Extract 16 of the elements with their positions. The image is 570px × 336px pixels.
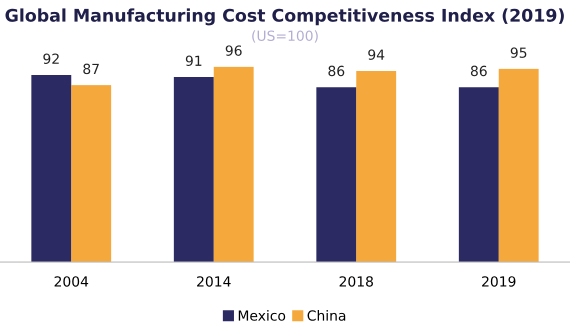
data-label: 95: [510, 47, 526, 58]
x-tick-label: 2018: [340, 276, 373, 287]
legend-label: China: [308, 310, 346, 321]
x-tick-label: 2004: [54, 276, 88, 287]
data-label: 91: [186, 56, 202, 66]
chart-title: Global Manufacturing Cost Competitiveness Index (2019): [6, 8, 564, 26]
data-label: 86: [328, 66, 344, 76]
x-tick-label: 2019: [482, 276, 516, 287]
data-label: 92: [43, 53, 59, 64]
data-label: 86: [470, 66, 487, 76]
data-label: 96: [226, 45, 242, 56]
legend-label: Mexico: [238, 310, 286, 321]
chart-subtitle: (US=100): [252, 30, 318, 43]
x-tick-label: 2014: [197, 276, 231, 287]
data-label: 94: [368, 49, 384, 60]
data-label: 87: [83, 64, 99, 74]
